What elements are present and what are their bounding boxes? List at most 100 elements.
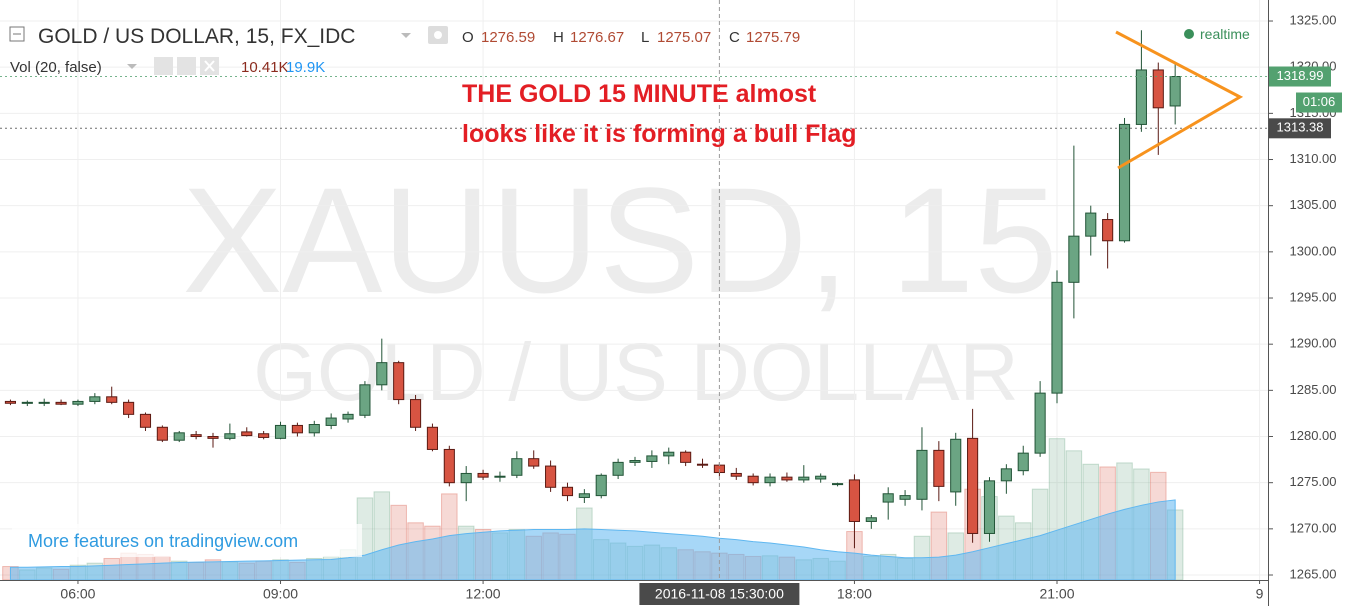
volume-title: Vol (20, false) [10,59,102,76]
candle-body [38,401,50,404]
candle-body [291,424,303,434]
countdown: 01:06 [1303,94,1336,109]
candle-body [747,475,759,484]
candle-body [831,483,844,486]
volume-value: 10.41K [241,59,289,76]
watermark: XAUUSD, 15 GOLD / US DOLLAR [182,156,1057,418]
candle-body [1118,123,1131,242]
flag-drawing [1115,30,1244,170]
crosshair-label: 2016-11-08 15:30:00 [655,586,784,602]
candle-body [207,436,219,439]
dropdown-icon[interactable] [127,64,137,69]
crosshair-label-bg [639,583,800,605]
candle-body [545,465,557,488]
grid [0,0,1268,580]
y-tick-label: 1310.00 [1290,151,1337,166]
candle-body [663,451,675,457]
candle-body [1000,468,1012,482]
price-label-bg [1269,118,1331,139]
y-tick-label: 1295.00 [1290,289,1337,304]
ohlc-key: C [729,29,740,46]
candle-body [730,472,742,477]
candle-body [241,431,253,437]
candle-body [612,461,624,476]
symbol-title: GOLD / US DOLLAR, 15, FX_IDC [38,25,355,48]
dropdown-icon[interactable] [401,33,411,38]
candle-body [224,433,236,439]
realtime-dot [1184,29,1194,39]
y-tick-label: 1280.00 [1290,428,1337,443]
candle-body [1085,212,1097,237]
candle-body [4,400,17,404]
candle-body [106,396,118,403]
y-tick-label: 1325.00 [1290,12,1337,27]
time-axis: 06:00 09:00 12:00 2016-11-08 15:30:00 18:00 2… [0,580,1268,606]
candle-body [156,426,168,441]
candle-body [967,437,979,534]
candle-body [342,413,354,420]
y-tick-label: 1290.00 [1290,336,1337,351]
candle-body [1068,235,1080,283]
eye-button[interactable] [154,57,173,75]
candle-body [916,449,928,500]
candle-body [933,449,945,487]
collapse-button[interactable] [9,26,25,42]
volume-ma-area [9,499,1176,581]
candle-body [443,448,455,484]
candle-body [764,476,776,484]
price-axis: 1265.00 1270.00 1275.00 1280.00 1285.00 1290.… [1268,0,1369,606]
candle-body [595,474,607,497]
candle-body [409,399,422,428]
candle-body [983,480,996,534]
candle-body [696,463,709,466]
candle-body [55,401,67,405]
candle-body [646,455,658,462]
ohlc-key: O [462,29,474,46]
y-tick-label: 1300.00 [1290,243,1337,258]
candle-body [393,362,405,401]
candle-body [1017,452,1029,472]
candle-body [173,432,185,441]
x-tick-label: 9 [1256,586,1264,602]
candle-body [578,493,590,498]
x-tick-label: 12:00 [466,586,501,602]
ohlc-value: 1276.59 [481,29,535,46]
y-tick-label: 1275.00 [1290,474,1337,489]
candle-body [798,476,810,481]
promo-link[interactable]: More features on tradingview.com [28,531,298,551]
candle-body [359,384,371,416]
candle-body [89,396,101,402]
candle-body [21,401,33,404]
candle-body [680,451,692,463]
price-label: 1313.38 [1277,120,1324,135]
candle-body [72,400,84,405]
candle-body [308,424,320,434]
ohlc-key: L [641,29,649,46]
candle-body [460,472,472,484]
countdown-bg [1296,92,1342,113]
candle-body [1051,281,1063,394]
candle-body [376,362,388,386]
ohlc-value: 1275.79 [746,29,800,46]
candle-body [325,417,337,426]
ohlc-value: 1275.07 [657,29,711,46]
ohlc-legend: O 1276.59 H 1276.67 L 1275.07 C 1275.79 [462,29,800,46]
ohlc-key: H [553,29,564,46]
settings-button[interactable] [177,57,196,75]
x-tick-label: 09:00 [263,586,298,602]
promo-box[interactable] [12,524,362,557]
watermark-symbol: XAUUSD, 15 [182,156,1057,324]
remove-icon [204,60,215,72]
y-tick-label: 1265.00 [1290,566,1337,581]
candle-body [882,493,894,503]
candle-body [899,495,911,500]
candle-body [139,413,152,428]
annotation-line: THE GOLD 15 MINUTE almost [462,80,817,108]
candle-body [848,479,861,522]
y-tick-label: 1305.00 [1290,197,1337,212]
candle-body [1034,392,1046,454]
candle-body [781,476,793,481]
eye-icon [434,31,442,39]
candle-body [511,458,523,476]
